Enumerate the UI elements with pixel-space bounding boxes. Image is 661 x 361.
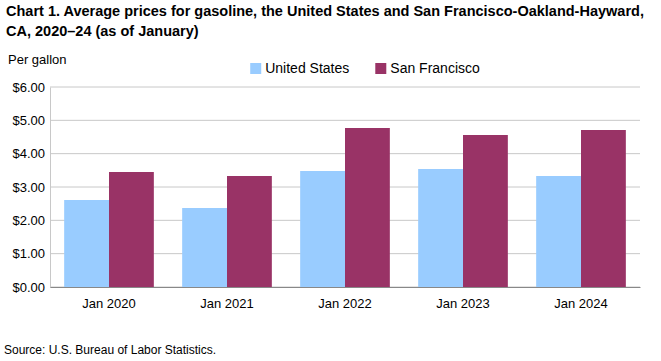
x-tick: Jan 2024 xyxy=(554,287,608,311)
bar xyxy=(345,128,390,287)
bar xyxy=(536,176,581,287)
legend-swatch xyxy=(375,63,386,74)
grid-line xyxy=(50,87,640,88)
x-tick: Jan 2023 xyxy=(436,287,490,311)
y-tick: $2.00 xyxy=(12,213,50,228)
bar xyxy=(300,171,345,287)
legend-label: United States xyxy=(265,60,349,76)
x-tick-label: Jan 2024 xyxy=(554,296,608,311)
legend-item: San Francisco xyxy=(375,60,480,76)
x-tick: Jan 2022 xyxy=(318,287,372,311)
y-tick-label: $1.00 xyxy=(12,246,45,261)
y-tick-label: $4.00 xyxy=(12,146,45,161)
bar xyxy=(463,135,508,287)
title-line: CA, 2020–24 (as of January) xyxy=(6,23,199,39)
legend-item: United States xyxy=(250,60,349,76)
y-tick: $5.00 xyxy=(12,113,50,128)
y-tick: $3.00 xyxy=(12,180,50,195)
y-tick-label: $2.00 xyxy=(12,213,45,228)
y-tick: $4.00 xyxy=(12,146,50,161)
grid xyxy=(50,87,640,287)
y-tick: $0.00 xyxy=(12,280,50,295)
y-tick-label: $3.00 xyxy=(12,180,45,195)
y-axis-label: Per gallon xyxy=(8,52,67,67)
bar xyxy=(418,169,463,287)
x-tick-label: Jan 2021 xyxy=(200,296,254,311)
series-bars xyxy=(109,128,626,287)
bar xyxy=(581,130,626,287)
bars xyxy=(64,128,626,287)
title: Chart 1. Average prices for gasoline, th… xyxy=(6,3,644,39)
x-tick-label: Jan 2023 xyxy=(436,296,490,311)
y-tick: $6.00 xyxy=(12,80,50,95)
y-tick: $1.00 xyxy=(12,246,50,261)
x-axis-line xyxy=(51,287,641,288)
bar xyxy=(227,176,272,287)
legend-swatch xyxy=(250,63,261,74)
y-tick-label: $5.00 xyxy=(12,113,45,128)
source: Source: U.S. Bureau of Labor Statistics. xyxy=(4,343,216,357)
legend: United States San Francisco xyxy=(250,60,480,76)
y-axis-line xyxy=(50,88,51,288)
y-tick-label: $0.00 xyxy=(12,280,45,295)
plot: $0.00 $1.00 $2.00 $3.00 $4.00 $5.00 $6.00 Jan 2… xyxy=(12,80,640,312)
bar xyxy=(182,208,227,287)
y-axis: $0.00 $1.00 $2.00 $3.00 $4.00 $5.00 $6.00 xyxy=(12,80,50,295)
x-tick: Jan 2020 xyxy=(82,287,136,311)
y-tick-label: $6.00 xyxy=(12,80,45,95)
legend-label: San Francisco xyxy=(390,60,480,76)
x-tick-label: Jan 2022 xyxy=(318,296,372,311)
title-line: Chart 1. Average prices for gasoline, th… xyxy=(6,3,644,19)
grid-line xyxy=(50,120,640,121)
x-tick-label: Jan 2020 xyxy=(82,296,136,311)
bar xyxy=(109,172,154,287)
x-tick: Jan 2021 xyxy=(200,287,254,311)
bar xyxy=(64,200,109,287)
x-axis: Jan 2020 Jan 2021 Jan 2022 Jan 2023 Jan 2024 xyxy=(51,287,641,311)
chart: Chart 1. Average prices for gasoline, th… xyxy=(0,0,661,361)
